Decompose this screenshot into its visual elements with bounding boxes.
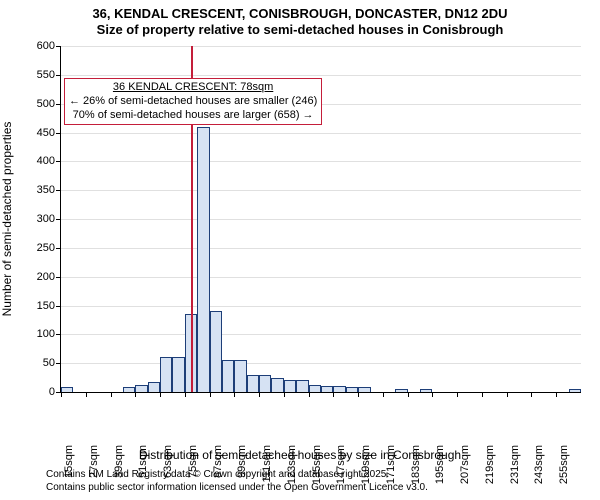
x-tick bbox=[507, 392, 508, 397]
histogram-bar bbox=[284, 380, 296, 392]
annotation-line: 70% of semi-detached houses are larger (… bbox=[69, 109, 317, 123]
y-tick-label: 200 bbox=[37, 271, 61, 283]
y-tick-label: 100 bbox=[37, 328, 61, 340]
x-tick bbox=[86, 392, 87, 397]
annotation-box: 36 KENDAL CRESCENT: 78sqm← 26% of semi-d… bbox=[64, 78, 322, 125]
histogram-bar bbox=[247, 375, 259, 392]
y-axis-label: Number of semi-detached properties bbox=[0, 122, 14, 317]
histogram-bar bbox=[234, 360, 246, 392]
annotation-line: ← 26% of semi-detached houses are smalle… bbox=[69, 95, 317, 109]
histogram-bar bbox=[321, 386, 333, 392]
x-tick bbox=[408, 392, 409, 397]
footnote: Contains HM Land Registry data © Crown c… bbox=[46, 468, 428, 494]
y-tick-label: 350 bbox=[37, 184, 61, 196]
x-tick bbox=[160, 392, 161, 397]
histogram-bar bbox=[172, 357, 184, 392]
y-gridline bbox=[61, 161, 581, 162]
histogram-bar bbox=[358, 387, 370, 392]
histogram-bar bbox=[197, 127, 209, 392]
histogram-bar bbox=[569, 389, 581, 392]
y-tick-label: 0 bbox=[49, 386, 61, 398]
y-tick-label: 450 bbox=[37, 127, 61, 139]
y-tick-label: 150 bbox=[37, 300, 61, 312]
y-gridline bbox=[61, 75, 581, 76]
y-gridline bbox=[61, 133, 581, 134]
x-tick bbox=[210, 392, 211, 397]
histogram-bar bbox=[61, 387, 73, 392]
histogram-bar bbox=[346, 387, 358, 392]
histogram-bar bbox=[420, 389, 432, 392]
x-tick bbox=[432, 392, 433, 397]
histogram-bar bbox=[135, 385, 147, 392]
histogram-bar bbox=[160, 357, 172, 392]
y-gridline bbox=[61, 334, 581, 335]
histogram-bar bbox=[395, 389, 407, 392]
x-axis-label: Distribution of semi-detached houses by … bbox=[0, 448, 600, 462]
y-tick-label: 300 bbox=[37, 213, 61, 225]
y-tick-label: 550 bbox=[37, 69, 61, 81]
y-gridline bbox=[61, 219, 581, 220]
chart-title-line2: Size of property relative to semi-detach… bbox=[0, 22, 600, 37]
y-gridline bbox=[61, 190, 581, 191]
x-tick bbox=[61, 392, 62, 397]
y-tick-label: 600 bbox=[37, 40, 61, 52]
histogram-bar bbox=[148, 382, 160, 392]
y-gridline bbox=[61, 277, 581, 278]
x-tick bbox=[457, 392, 458, 397]
histogram-bar bbox=[210, 311, 222, 392]
histogram-bar bbox=[259, 375, 271, 392]
x-tick bbox=[185, 392, 186, 397]
x-tick bbox=[259, 392, 260, 397]
x-tick bbox=[358, 392, 359, 397]
histogram-bar bbox=[222, 360, 234, 392]
y-gridline bbox=[61, 363, 581, 364]
x-tick bbox=[333, 392, 334, 397]
footnote-line: Contains HM Land Registry data © Crown c… bbox=[46, 468, 428, 481]
y-tick-label: 50 bbox=[43, 357, 61, 369]
histogram-bar bbox=[271, 378, 283, 392]
x-tick bbox=[111, 392, 112, 397]
x-tick bbox=[284, 392, 285, 397]
x-tick bbox=[383, 392, 384, 397]
plot-area: 05010015020025030035040045050055060015sq… bbox=[60, 46, 581, 393]
x-tick bbox=[531, 392, 532, 397]
x-tick bbox=[482, 392, 483, 397]
y-gridline bbox=[61, 248, 581, 249]
footnote-line: Contains public sector information licen… bbox=[46, 481, 428, 494]
histogram-bar bbox=[296, 380, 308, 392]
y-gridline bbox=[61, 306, 581, 307]
chart-title-line1: 36, KENDAL CRESCENT, CONISBROUGH, DONCAS… bbox=[0, 6, 600, 21]
y-gridline bbox=[61, 46, 581, 47]
x-tick bbox=[309, 392, 310, 397]
histogram-bar bbox=[333, 386, 345, 392]
histogram-bar bbox=[309, 385, 321, 392]
x-tick bbox=[556, 392, 557, 397]
x-tick bbox=[135, 392, 136, 397]
x-tick bbox=[234, 392, 235, 397]
y-tick-label: 400 bbox=[37, 155, 61, 167]
y-tick-label: 250 bbox=[37, 242, 61, 254]
annotation-line: 36 KENDAL CRESCENT: 78sqm bbox=[69, 81, 317, 95]
y-tick-label: 500 bbox=[37, 98, 61, 110]
histogram-bar bbox=[123, 387, 135, 392]
